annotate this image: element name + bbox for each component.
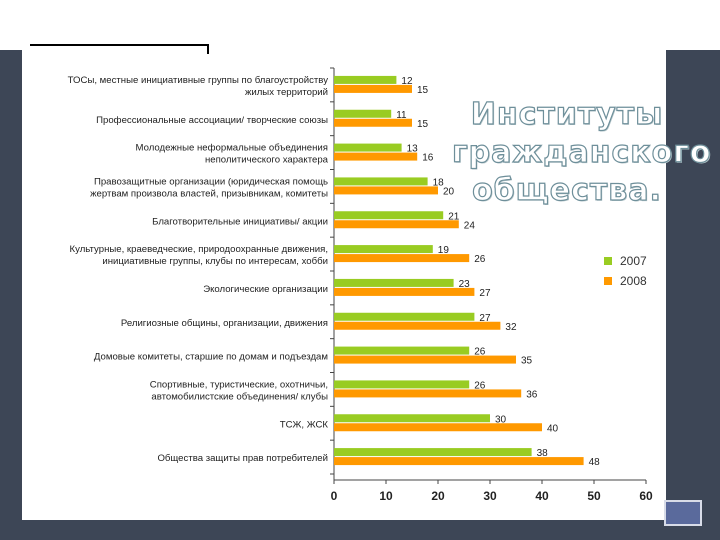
bar-2008 [334, 220, 459, 229]
bar-2008 [334, 423, 542, 432]
data-label-2007: 27 [479, 313, 491, 324]
data-label-2008: 26 [474, 254, 486, 265]
slide-right-frame [666, 50, 720, 540]
category-label: жертвам произвола властей, призывникам, … [90, 188, 328, 199]
data-label-2007: 38 [537, 448, 549, 459]
data-label-2008: 27 [479, 288, 491, 299]
category-label: Экологические организации [203, 284, 328, 295]
data-label-2008: 24 [464, 220, 476, 231]
category-label: неполитического характера [205, 155, 329, 166]
category-label: Общества защиты прав потребителей [157, 453, 328, 464]
data-label-2007: 19 [438, 245, 450, 256]
category-label: Благотворительные инициативы/ акции [152, 216, 328, 227]
bar-2008 [334, 186, 438, 195]
bar-2007 [334, 448, 532, 457]
bar-2007 [334, 414, 490, 423]
category-label: Правозащитные организации (юридическая п… [94, 176, 328, 187]
data-label-2007: 11 [396, 110, 407, 121]
category-label: автомобилистские объединения/ клубы [151, 391, 328, 402]
bar-2007 [334, 278, 454, 287]
x-tick-label: 60 [639, 489, 653, 503]
decorative-rule [30, 44, 208, 46]
slide-nav-button[interactable] [664, 500, 702, 526]
legend-swatch-2008 [604, 277, 612, 285]
title-line-2: гражданского [451, 134, 712, 170]
data-label-2008: 35 [521, 356, 533, 367]
legend-item-2007: 2007 [604, 251, 647, 271]
bar-2007 [334, 211, 444, 220]
data-label-2008: 15 [417, 85, 429, 96]
category-label: Культурные, краеведческие, природоохранн… [70, 244, 328, 255]
category-label: Религиозные общины, организации, движени… [121, 318, 328, 329]
data-label-2007: 23 [459, 279, 471, 290]
category-label: ТСЖ, ЖСК [280, 419, 329, 430]
category-label: Спортивные, туристические, охотничьи, [150, 379, 328, 390]
x-tick-label: 20 [431, 489, 445, 503]
data-label-2008: 16 [422, 153, 434, 164]
bar-2008 [334, 321, 501, 330]
slide-left-frame [0, 50, 22, 540]
data-label-2007: 26 [474, 380, 486, 391]
data-label-2008: 20 [443, 186, 455, 197]
x-tick-label: 10 [379, 489, 393, 503]
decorative-rule-tick [207, 44, 209, 54]
bar-2008 [334, 287, 475, 296]
data-label-2008: 48 [589, 457, 601, 468]
x-tick-label: 30 [483, 489, 497, 503]
category-label: Профессиональные ассоциации/ творческие … [96, 115, 328, 126]
bar-2007 [334, 380, 470, 389]
bar-2008 [334, 152, 418, 161]
data-label-2008: 32 [505, 322, 517, 333]
legend-label-2008: 2008 [620, 274, 647, 288]
bar-2008 [334, 457, 584, 466]
bar-2007 [334, 346, 470, 355]
bar-2008 [334, 254, 470, 263]
slide-bottom-frame [0, 520, 720, 540]
chart-legend: 2007 2008 [604, 251, 647, 291]
data-label-2008: 15 [417, 119, 429, 130]
title-line-1: Институты [470, 96, 664, 132]
category-label: Молодежные неформальные объединения [136, 143, 329, 154]
category-label: ТОСы, местные инициативные группы по бла… [68, 75, 329, 86]
data-label-2007: 21 [448, 211, 460, 222]
bar-2007 [334, 312, 475, 321]
bar-2008 [334, 118, 412, 127]
x-tick-label: 50 [587, 489, 601, 503]
bar-2007 [334, 245, 433, 254]
data-label-2007: 18 [433, 177, 445, 188]
bar-2008 [334, 389, 522, 398]
bar-2007 [334, 109, 392, 118]
title-line-3: общества. [471, 172, 662, 208]
data-label-2007: 12 [401, 76, 413, 87]
data-label-2008: 36 [526, 389, 538, 400]
bar-2008 [334, 84, 412, 93]
data-label-2007: 13 [407, 144, 419, 155]
bar-2007 [334, 75, 397, 84]
data-label-2007: 30 [495, 414, 507, 425]
data-label-2007: 26 [474, 347, 486, 358]
legend-label-2007: 2007 [620, 254, 647, 268]
bar-2007 [334, 143, 402, 152]
x-tick-label: 0 [331, 489, 338, 503]
category-label: инициативные группы, клубы по интересам,… [102, 256, 328, 267]
bar-2008 [334, 355, 516, 364]
category-label: жилых территорий [245, 87, 328, 98]
bar-2007 [334, 177, 428, 186]
legend-item-2008: 2008 [604, 271, 647, 291]
x-tick-label: 40 [535, 489, 549, 503]
legend-swatch-2007 [604, 257, 612, 265]
category-label: Домовые комитеты, старшие по домам и под… [94, 352, 328, 363]
slide-title: Институты гражданского общества. [451, 96, 712, 210]
data-label-2008: 40 [547, 423, 559, 434]
